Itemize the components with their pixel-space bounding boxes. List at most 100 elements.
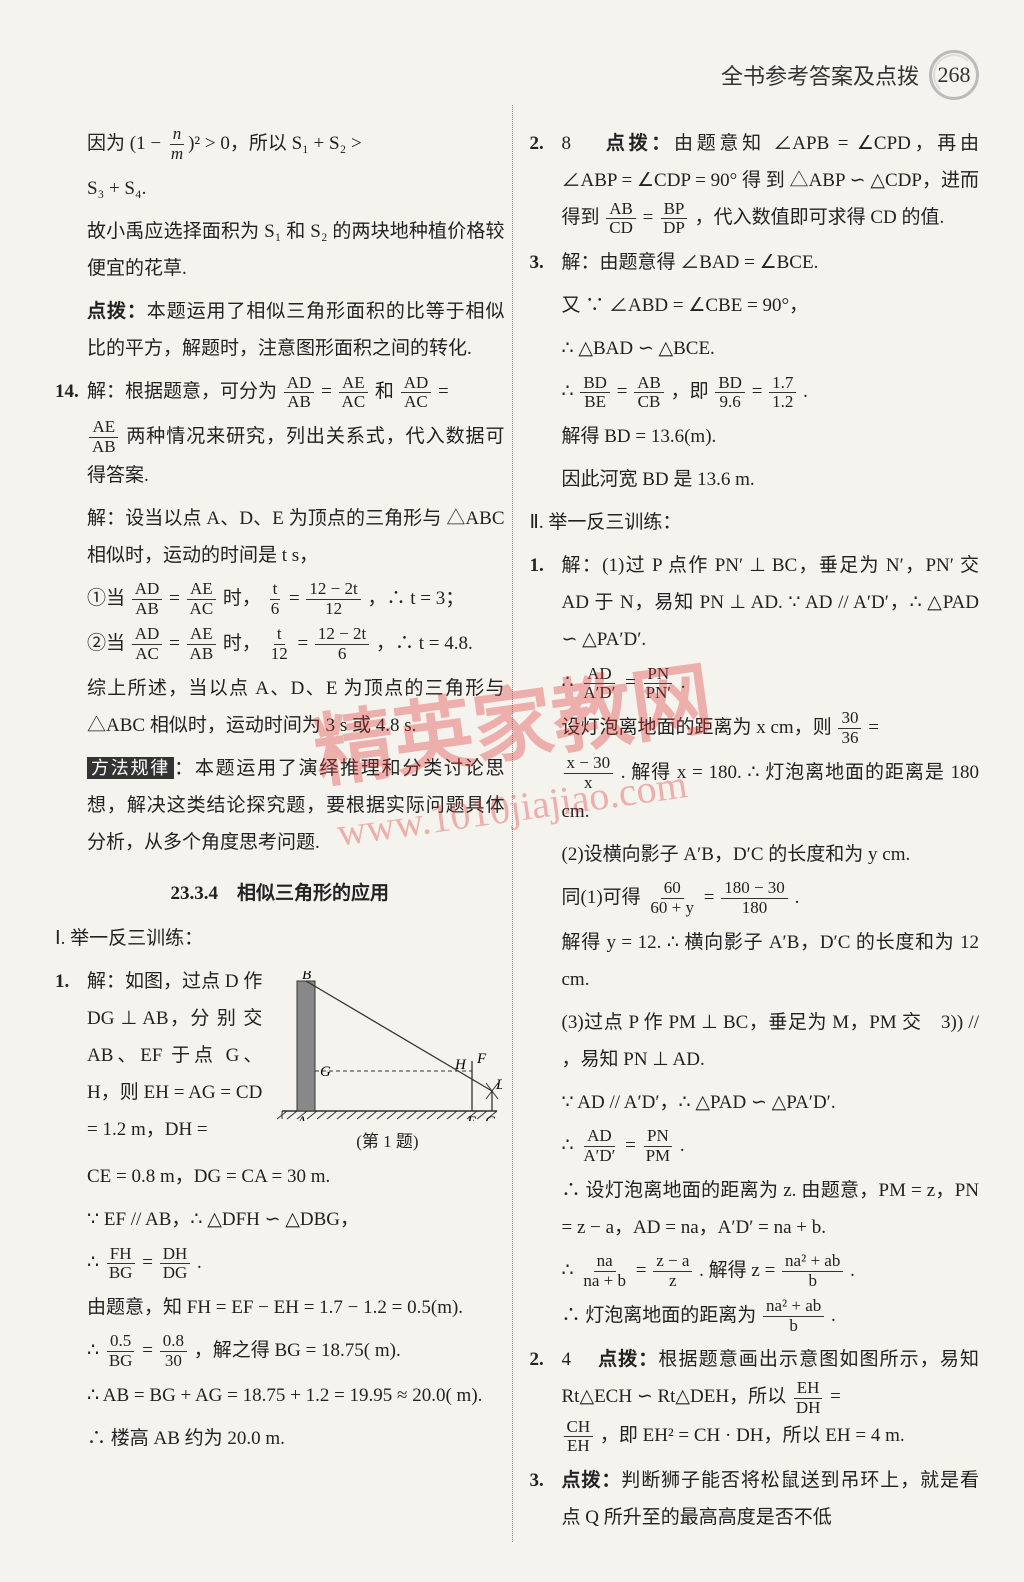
text: = (625, 1135, 640, 1156)
geometry-diagram: B G H F D A E C (270, 971, 504, 1121)
fraction: 6060 + y (647, 879, 697, 917)
header-title: 全书参考答案及点拨 (721, 59, 919, 91)
text: ，即 (671, 381, 714, 402)
answer: 4 (562, 1349, 572, 1370)
fraction: ADAB (284, 374, 315, 412)
text-line: ∴ 设灯泡离地面的距离为 z. 由题意，PM = z，PN = z − a，AD… (562, 1172, 980, 1246)
text: = (868, 717, 879, 738)
problem-content: 解：如图，过点 D 作 DG ⊥ AB，分 别 交 AB、EF 于点 G、H，则… (87, 963, 505, 1463)
text-line: 解：(1)过 P 点作 PN′ ⊥ BC，垂足为 N′，PN′ 交 AD 于 N… (562, 547, 980, 658)
text: ∴ (562, 1135, 579, 1156)
text: ，代入数值即可求得 CD 的值. (695, 207, 945, 228)
left-column: 因为 (1 − nm)² > 0，所以 S₁ + S₂ > S₃ + S₄. 故… (55, 125, 505, 1542)
text-line: ∴ ADA′D′ = PNPM . (562, 1127, 980, 1166)
text: = (142, 1252, 157, 1273)
svg-text:G: G (320, 1064, 331, 1080)
text-line: 解：设当以点 A、D、E 为顶点的三角形与 △ABC 相似时，运动的时间是 t … (87, 500, 505, 574)
text-line: 故小禹应选择面积为 S₁ 和 S₂ 的两块地种植价格较便宜的花草. (55, 213, 505, 287)
problem-3: 3. 解：由题意得 ∠BAD = ∠BCE. 又 ∵ ∠ABD = ∠CBE =… (530, 244, 980, 504)
fraction: AEAB (89, 418, 119, 456)
fraction: CHEH (564, 1418, 594, 1456)
text: 两种情况来研究，列出关系式，代入数据可得答案. (87, 426, 505, 486)
text: = (617, 381, 632, 402)
text-line: 又 ∵ ∠ABD = ∠CBE = 90°， (562, 287, 980, 324)
problem-number: 14. (55, 373, 87, 410)
problem-2: 2. 8 点拨：由题意知 ∠APB = ∠CPD，再由 ∠ABP = ∠CDP … (530, 125, 980, 244)
problem-content: 4 点拨：根据题意画出示意图如图所示，易知 Rt△ECH ∽ Rt△DEH，所以… (562, 1341, 980, 1456)
text: = (830, 1386, 841, 1407)
two-column-layout: 因为 (1 − nm)² > 0，所以 S₁ + S₂ > S₃ + S₄. 故… (55, 125, 979, 1542)
fraction: 0.5BG (106, 1332, 136, 1370)
text-line: 解：根据题意，可分为 ADAB = AEAC 和 ADAC = (87, 373, 505, 412)
fraction: ADA′D′ (580, 665, 618, 703)
fraction: ABCB (634, 374, 664, 412)
case-1: ①当 ADAB = AEAC 时， t6 = 12 − 2t12 ，∴ t = … (87, 580, 505, 619)
dianbo-label: 点拨： (87, 301, 147, 322)
fraction: t6 (268, 580, 283, 618)
dianbo-label: 点拨： (562, 1470, 622, 1491)
fraction: z − az (653, 1252, 692, 1290)
text: = (752, 381, 767, 402)
problem-3b: 3. 点拨：判断狮子能否将松鼠送到吊环上，就是看点 Q 所升至的最高高度是否不低 (530, 1462, 980, 1542)
text-line: 因此河宽 BD 是 13.6 m. (562, 461, 980, 498)
problem-content: 解：(1)过 P 点作 PN′ ⊥ BC，垂足为 N′，PN′ 交 AD 于 N… (562, 547, 980, 1341)
page-number-badge: 268 (929, 50, 979, 100)
text: 同(1)可得 (562, 887, 646, 908)
page-container: 全书参考答案及点拨 268 因为 (1 − nm)² > 0，所以 S₁ + S… (0, 0, 1024, 1582)
fraction: na² + abb (782, 1252, 843, 1290)
text: ∴ (562, 672, 579, 693)
text-line: ∴ 灯泡离地面的距离为 na² + abb . (562, 1297, 980, 1336)
fraction: 12 − 2t12 (306, 580, 360, 618)
fraction: nana + b (580, 1252, 629, 1290)
text: > 0，所以 S₁ + S₂ > (205, 133, 362, 154)
text-line: 同(1)可得 6060 + y = 180 − 30180 . (562, 879, 980, 918)
page-header: 全书参考答案及点拨 268 (55, 50, 979, 100)
text: ②当 (87, 633, 130, 654)
text-wrap: 解：如图，过点 D 作 DG ⊥ AB，分 别 交 AB、EF 于点 G、H，则… (87, 963, 262, 1148)
text: ∴ 灯泡离地面的距离为 (562, 1305, 762, 1326)
problem-number: 3. (530, 244, 562, 281)
problem-14: 14. 解：根据题意，可分为 ADAB = AEAC 和 ADAC = AEAB… (55, 373, 505, 867)
fraction: BDBE (580, 374, 610, 412)
text: ，即 EH² = CH · DH，所以 EH = 4 m. (600, 1425, 905, 1446)
fraction: DHDG (160, 1245, 191, 1283)
fraction: t12 (268, 625, 291, 663)
text: 和 (375, 381, 399, 402)
text-line: 由题意，知 FH = EF − EH = 1.7 − 1.2 = 0.5(m). (87, 1289, 505, 1326)
text: 解：根据题意，可分为 (87, 381, 282, 402)
text: ，∴ t = 4.8. (376, 633, 473, 654)
problem-number: 2. (530, 1341, 562, 1378)
text: = (625, 672, 640, 693)
fraction: na² + abb (763, 1297, 824, 1335)
text-line: ∵ AD // A′D′，∴ △PAD ∽ △PA′D′. (562, 1084, 980, 1121)
text: ①当 (87, 588, 130, 609)
problem-1b: 1. 解：(1)过 P 点作 PN′ ⊥ BC，垂足为 N′，PN′ 交 AD … (530, 547, 980, 1341)
fraction: BD9.6 (715, 374, 745, 412)
fraction: ADAC (132, 625, 163, 663)
text-line: ∴ ADA′D′ = PNPN′ . (562, 664, 980, 703)
text: ∴ (87, 1340, 104, 1361)
text-line: 解得 y = 12. ∴ 横向影子 A′B，D′C 的长度和为 12 cm. (562, 924, 980, 998)
problem-content: 点拨：判断狮子能否将松鼠送到吊环上，就是看点 Q 所升至的最高高度是否不低 (562, 1462, 980, 1536)
text: ，解之得 BG = 18.75( m). (194, 1340, 401, 1361)
text: = (321, 381, 336, 402)
fraction: EHDH (793, 1379, 824, 1417)
text-line: (3)过点 P 作 PM ⊥ BC，垂足为 M，PM 交 3)) // ，易知 … (562, 1004, 980, 1078)
text-line: 设灯泡离地面的距离为 x cm，则 3036 = (562, 709, 980, 748)
method-block: 方法规律：本题运用了演绎推理和分类讨论思想，解决这类结论探究题，要根据实际问题具… (87, 750, 505, 861)
text-line: 解得 BD = 13.6(m). (562, 418, 980, 455)
column-divider (512, 105, 513, 1542)
text: = (142, 1340, 157, 1361)
text: . 解得 z = (699, 1260, 780, 1281)
text-line: ∵ EF // AB，∴ △DFH ∽ △DBG， (87, 1201, 505, 1238)
text: 判断狮子能否将松鼠送到吊环上，就是看点 Q 所升至的最高高度是否不低 (562, 1470, 979, 1528)
problem-content: 8 点拨：由题意知 ∠APB = ∠CPD，再由 ∠ABP = ∠CDP = 9… (562, 125, 980, 238)
fraction: PNPN′ (643, 665, 674, 703)
problem-content: 解：根据题意，可分为 ADAB = AEAC 和 ADAC = AEAB 两种情… (87, 373, 505, 867)
text: 时， (223, 633, 261, 654)
text: 时， (223, 588, 261, 609)
answer: 8 (562, 133, 572, 154)
svg-text:H: H (454, 1057, 467, 1073)
problem-number: 1. (530, 547, 562, 584)
method-tag: 方法规律 (87, 757, 174, 779)
